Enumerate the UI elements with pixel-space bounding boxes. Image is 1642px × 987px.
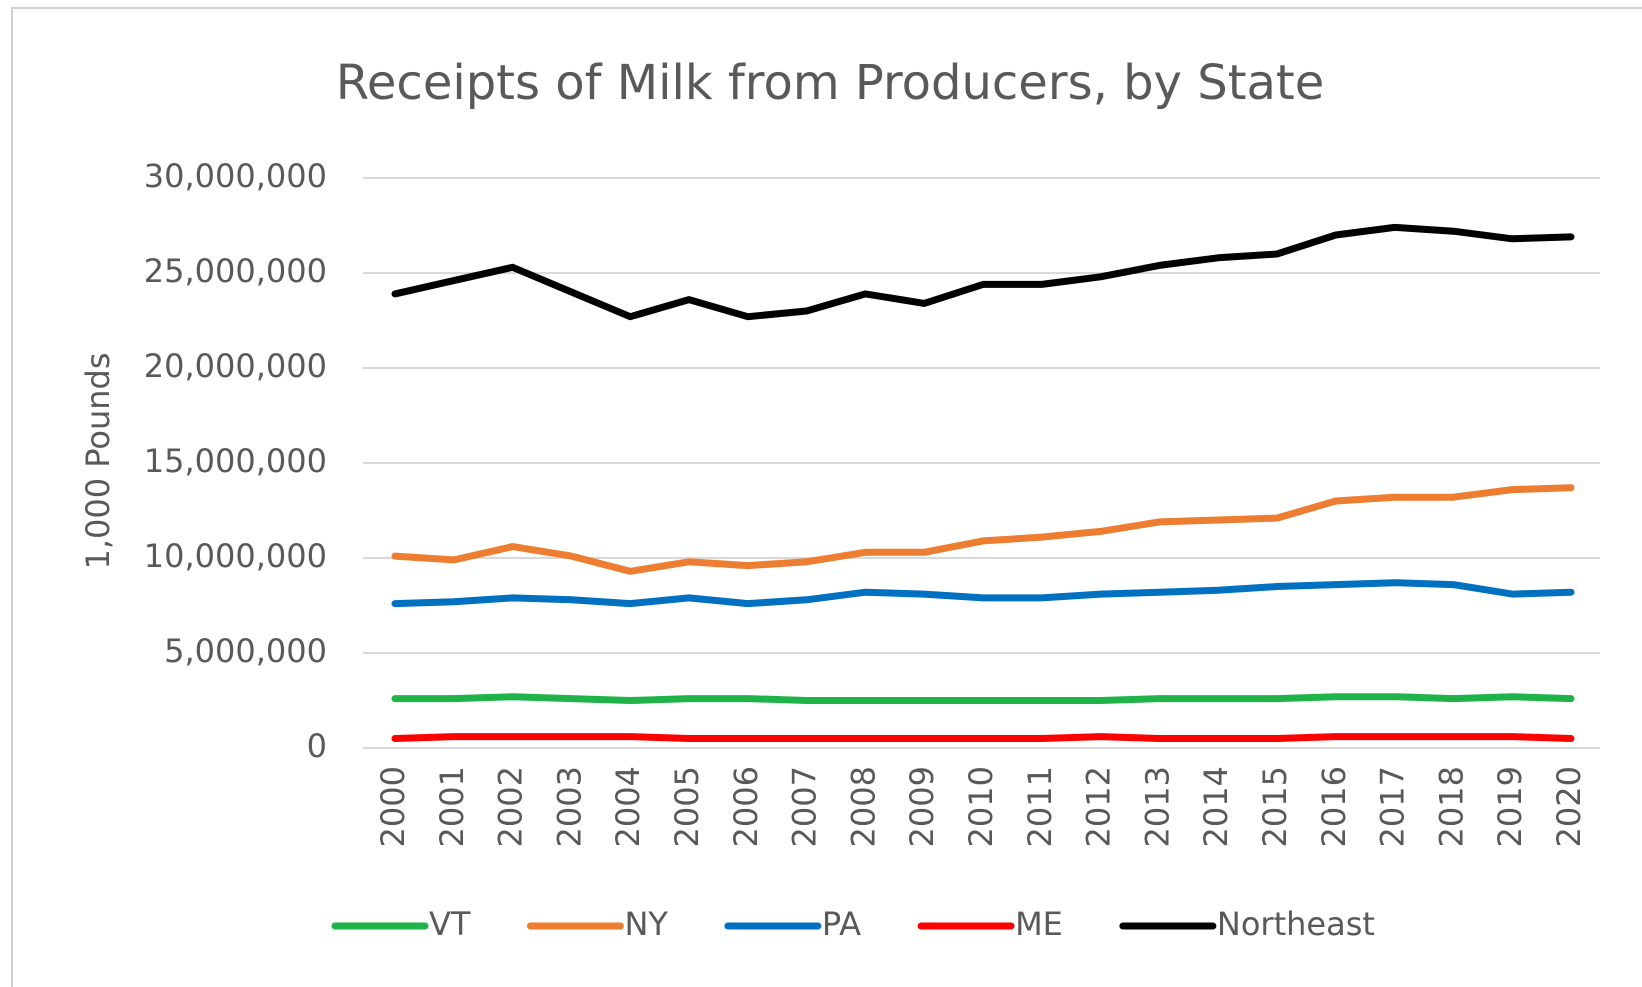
legend-label: VT — [429, 905, 471, 943]
y-tick-label: 5,000,000 — [164, 632, 327, 670]
y-tick-label: 10,000,000 — [144, 537, 327, 575]
x-tick-label: 2002 — [492, 766, 530, 847]
x-tick-label: 2011 — [1021, 766, 1059, 847]
legend-label: Northeast — [1217, 905, 1375, 943]
x-tick-label: 2010 — [962, 766, 1000, 847]
x-tick-label: 2004 — [609, 766, 647, 847]
y-tick-label: 15,000,000 — [144, 442, 327, 480]
x-tick-label: 2008 — [844, 766, 882, 847]
series-line — [391, 579, 1575, 608]
legend-label: PA — [822, 905, 861, 943]
y-tick-label: 20,000,000 — [144, 347, 327, 385]
series-line — [391, 733, 1575, 742]
x-tick-label: 2012 — [1080, 766, 1118, 847]
x-tick-label: 2000 — [374, 766, 412, 847]
x-tick-label: 2019 — [1491, 766, 1529, 847]
x-tick-label: 2015 — [1256, 766, 1294, 847]
chart-title: Receipts of Milk from Producers, by Stat… — [336, 55, 1325, 111]
x-tick-label: 2020 — [1550, 766, 1588, 847]
x-tick-label: 2001 — [433, 766, 471, 847]
x-tick-label: 2006 — [727, 766, 765, 847]
x-tick-label: 2005 — [668, 766, 706, 847]
y-axis-title: 1,000 Pounds — [79, 352, 117, 569]
series-line — [391, 693, 1575, 704]
series-line — [391, 223, 1575, 321]
legend-label: ME — [1015, 905, 1063, 943]
x-tick-label: 2014 — [1197, 766, 1235, 847]
legend-label: NY — [624, 905, 668, 943]
x-tick-label: 2009 — [903, 766, 941, 847]
x-tick-label: 2013 — [1138, 766, 1176, 847]
x-tick-label: 2018 — [1432, 766, 1470, 847]
y-tick-label: 25,000,000 — [144, 252, 327, 290]
y-tick-label: 0 — [307, 727, 327, 765]
x-tick-label: 2017 — [1374, 766, 1412, 847]
x-tick-label: 2003 — [550, 766, 588, 847]
x-tick-label: 2007 — [786, 766, 824, 847]
x-tick-label: 2016 — [1315, 766, 1353, 847]
y-tick-label: 30,000,000 — [144, 157, 327, 195]
series-line — [391, 484, 1575, 575]
